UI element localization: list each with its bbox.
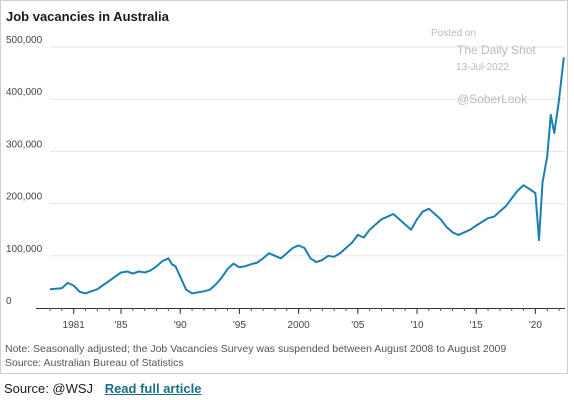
y-tick-label: 0 — [6, 296, 12, 307]
chart-title: Job vacancies in Australia — [6, 9, 169, 24]
page-footer: Source: @WSJ Read full article — [4, 381, 202, 396]
watermark-posted-on: Posted on — [431, 28, 477, 39]
read-full-article-link[interactable]: Read full article — [104, 381, 202, 396]
x-tick-label: '05 — [351, 320, 364, 331]
x-axis: 1981 '85 '90 '95 2000 '05 '10 '15 '20 — [36, 308, 565, 331]
y-tick-label: 300,000 — [6, 139, 43, 150]
grid-lines — [50, 46, 565, 257]
x-tick-label: '15 — [470, 320, 483, 331]
note-line: Note: Seasonally adjusted; the Job Vacan… — [5, 343, 507, 355]
y-tick-label: 100,000 — [6, 244, 43, 255]
watermark-date: 13-Jul-2022 — [456, 62, 509, 73]
y-tick-label: 400,000 — [6, 87, 43, 98]
x-tick-label: '95 — [233, 320, 246, 331]
x-tick-label: 1981 — [63, 320, 86, 331]
x-tick-label: '10 — [410, 320, 423, 331]
y-tick-labels: 0 100,000 200,000 300,000 400,000 500,000 — [6, 35, 43, 307]
series-layer — [49, 57, 565, 295]
y-tick-label: 200,000 — [6, 192, 43, 203]
source-line: Source: Australian Bureau of Statistics — [5, 357, 184, 369]
chart-notes: Note: Seasonally adjusted; the Job Vacan… — [5, 342, 506, 370]
chart-frame — [0, 0, 568, 374]
x-tick-label: '85 — [115, 320, 128, 331]
series-line — [49, 57, 565, 295]
footer-source: Source: @WSJ — [4, 381, 94, 396]
x-tick-label: 2000 — [287, 320, 310, 331]
y-tick-label: 500,000 — [6, 35, 43, 46]
x-tick-label: '20 — [529, 320, 542, 331]
x-tick-label: '90 — [174, 320, 187, 331]
watermark-handle: @SoberLook — [457, 92, 528, 106]
watermark-site: The Daily Shot — [457, 43, 536, 57]
